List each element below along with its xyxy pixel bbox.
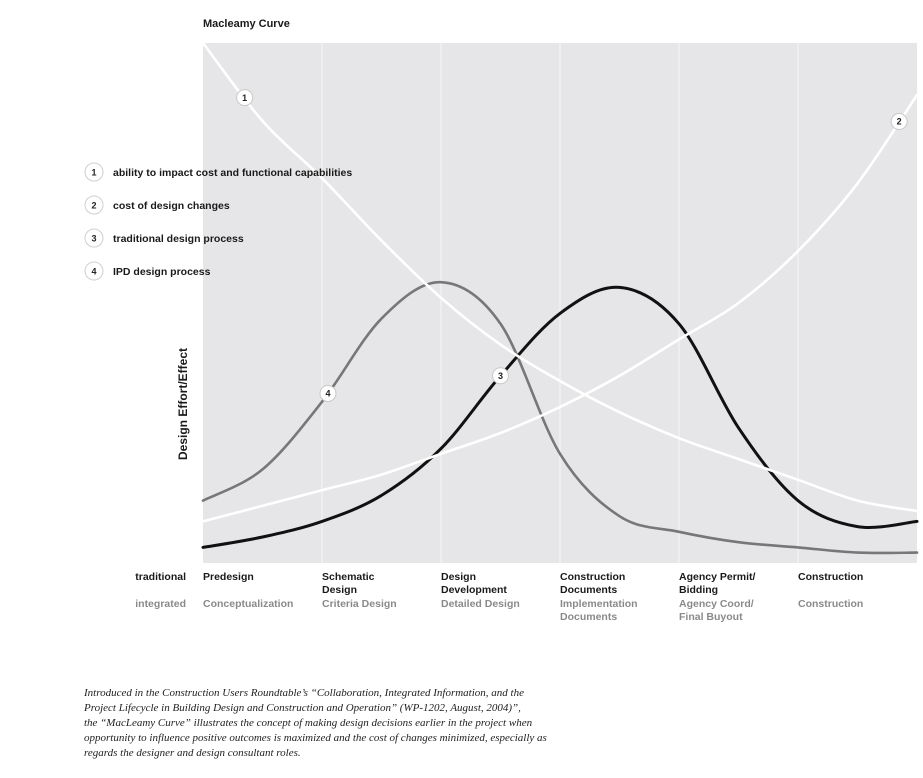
phase-label-integrated: Implementation Documents	[560, 598, 638, 623]
phase-label-integrated: Detailed Design	[441, 598, 520, 610]
marker-circle	[890, 113, 908, 131]
legend-item-3: 3 traditional design process	[84, 228, 244, 248]
series-line-3	[201, 285, 919, 549]
phase-label-traditional: Schematic Design	[322, 571, 375, 596]
phase-label-integrated: Construction	[798, 598, 863, 610]
series-line-2	[201, 93, 919, 523]
marker-circle	[492, 367, 509, 385]
legend-item-2: 2 cost of design changes	[84, 195, 230, 215]
legend-label: cost of design changes	[113, 200, 230, 212]
x-axis-phase-labels: traditional integrated Predesign Conceptual…	[135, 571, 863, 623]
phase-label-integrated: Criteria Design	[322, 598, 397, 610]
legend-label: IPD design process	[113, 266, 211, 278]
legend-number: 4	[91, 266, 96, 276]
phase-label-traditional: Predesign	[203, 571, 254, 583]
marker-circle	[319, 384, 337, 402]
phase-label-integrated: Conceptualization	[203, 598, 293, 610]
legend-number-circle	[84, 228, 104, 248]
y-axis-label: Design Effort/Effect	[176, 348, 190, 460]
marker-number: 1	[242, 93, 247, 103]
legend-number: 1	[91, 167, 96, 177]
legend-number-circle	[84, 195, 104, 215]
marker-number: 3	[498, 371, 503, 381]
phase-label-traditional: Construction	[798, 571, 863, 583]
phase-label-traditional: Design Development	[441, 571, 507, 596]
caption-line: Introduced in the Construction Users Rou…	[84, 687, 524, 699]
figure-caption: Introduced in the Construction Users Rou…	[84, 686, 644, 761]
macleamy-curve-chart: Macleamy Curve 1 2 3 4 1 ability to impact c…	[84, 18, 919, 623]
legend-label: ability to impact cost and functional ca…	[113, 167, 352, 179]
series-curves	[201, 41, 919, 555]
curve-marker-1: 1	[236, 89, 254, 107]
curve-number-markers: 1 2 3 4	[236, 89, 908, 402]
legend-item-1: 1 ability to impact cost and functional c…	[84, 162, 352, 182]
legend-number-circle	[84, 162, 104, 182]
legend-label: traditional design process	[113, 233, 244, 245]
marker-circle	[236, 89, 254, 107]
legend-number: 3	[91, 233, 96, 243]
caption-line: the “MacLeamy Curve” illustrates the con…	[84, 717, 533, 729]
marker-number: 2	[897, 117, 902, 127]
series-line-1	[201, 41, 919, 513]
curve-marker-3: 3	[492, 367, 509, 385]
caption-line: opportunity to influence positive outcom…	[84, 732, 547, 744]
caption-line: regards the designer and design consulta…	[84, 747, 301, 759]
legend: 1 ability to impact cost and functional c…	[84, 162, 352, 281]
caption-line: Project Lifecycle in Building Design and…	[84, 702, 521, 714]
curve-marker-2: 2	[890, 113, 908, 131]
legend-number-circle	[84, 261, 104, 281]
row-label-integrated: integrated	[135, 598, 186, 610]
phase-label-traditional: Construction Documents	[560, 571, 625, 596]
chart-title: Macleamy Curve	[203, 18, 290, 30]
phase-label-integrated: Agency Coord/Final Buyout	[679, 598, 754, 623]
series-line-4	[201, 280, 919, 555]
legend-item-4: 4 IPD design process	[84, 261, 211, 281]
phase-label-traditional: Agency Permit/Bidding	[679, 571, 756, 596]
grid-lines	[321, 43, 799, 563]
marker-number: 4	[325, 389, 330, 399]
curve-marker-4: 4	[319, 384, 337, 402]
row-label-traditional: traditional	[135, 571, 186, 583]
legend-number: 2	[91, 200, 96, 210]
